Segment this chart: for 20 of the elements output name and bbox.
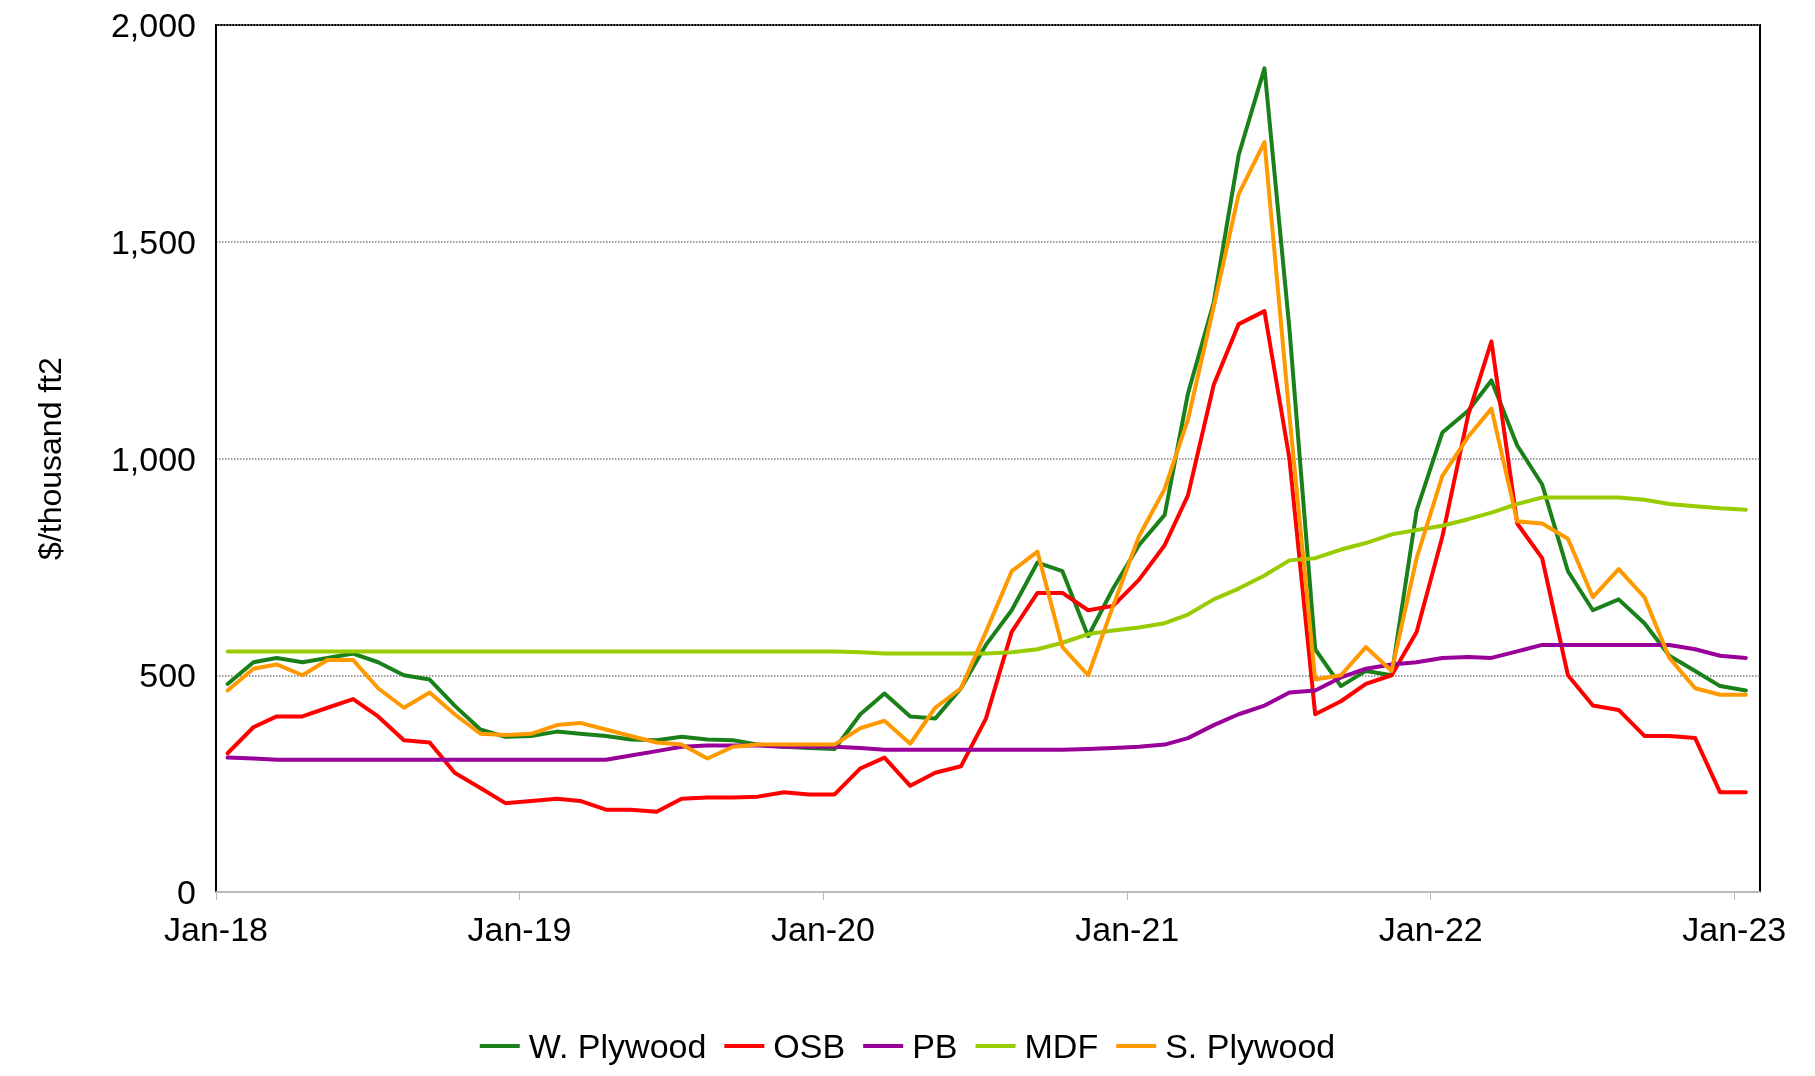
x-tick-label: Jan-20 [770,910,875,948]
x-tick-label: Jan-21 [1075,910,1180,948]
legend-label: OSB [773,1027,846,1065]
legend-label: MDF [1024,1027,1099,1065]
y-axis-title: $/thousand ft2 [32,357,68,560]
y-tick-label: 1,000 [110,439,196,478]
y-tick-label: 2,000 [110,6,196,44]
x-tick-label: Jan-22 [1378,910,1483,948]
legend-label: PB [912,1027,958,1065]
y-tick-label: 1,500 [110,222,196,261]
line-series [225,495,1748,656]
y-tick-label: 500 [139,656,196,695]
line-series [225,309,1748,814]
x-tick-label: Jan-19 [467,910,572,948]
legend-label: W. Plywood [528,1027,707,1065]
x-tick-label: Jan-18 [164,910,268,948]
y-tick-label: 0 [177,873,196,911]
x-tick-label: Jan-23 [1682,910,1787,948]
legend-label: S. Plywood [1165,1027,1336,1065]
line-series [225,642,1748,762]
